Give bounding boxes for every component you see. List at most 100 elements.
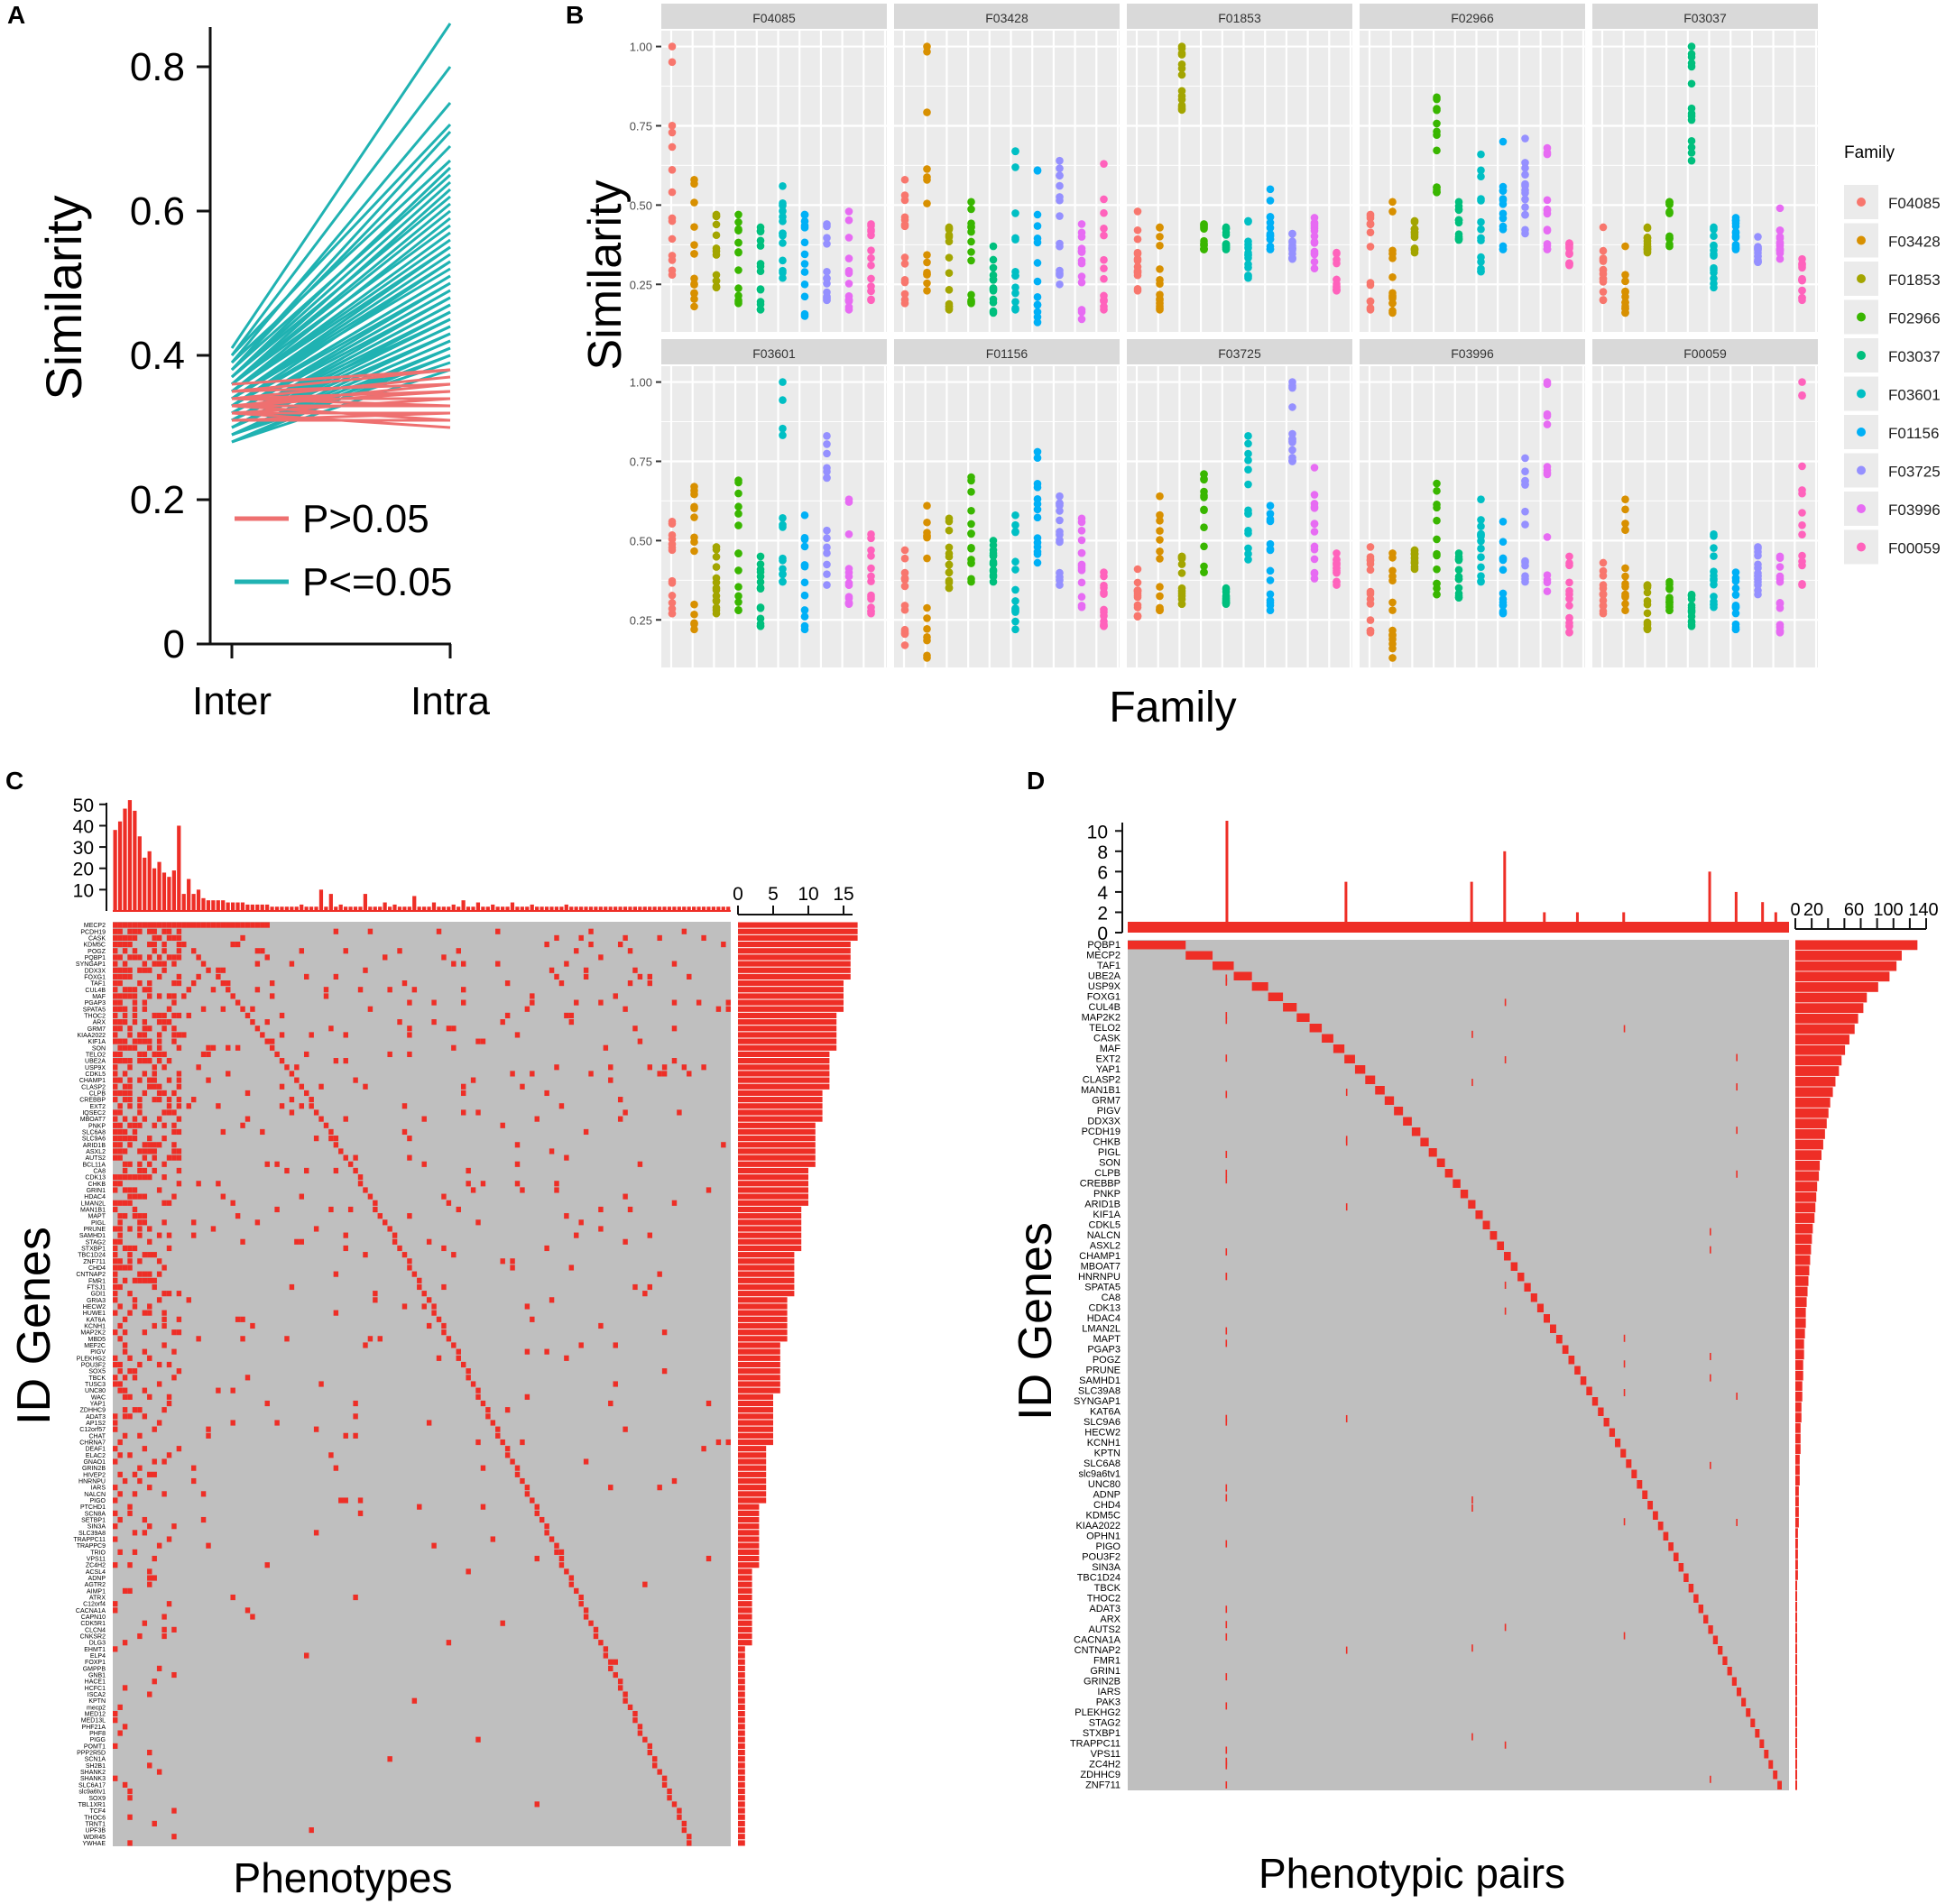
heatmap-cell [117,1387,123,1394]
side-bar [1795,1612,1797,1623]
heatmap-cell [504,1446,511,1452]
heatmap-cell [166,1452,172,1458]
heatmap-cell [657,1485,662,1491]
data-point [1133,225,1142,235]
data-point [867,261,875,270]
top-bar-tick-label: 2 [1097,903,1108,924]
gene-label: CLASP2 [1083,1075,1121,1086]
heatmap-cell [147,1148,152,1154]
heatmap-streak [1504,1741,1507,1749]
heatmap-cell [147,1355,152,1361]
data-point [668,517,677,526]
side-bar [1795,1748,1797,1759]
gene-label: SYNGAP1 [1074,1396,1121,1407]
heatmap-cell [147,1142,152,1148]
heatmap-cell [411,1697,418,1704]
heatmap-cell [407,1051,412,1058]
data-point [1643,581,1652,589]
top-bar [648,906,652,911]
heatmap-cell [171,1375,177,1381]
heatmap-cell [200,961,207,967]
heatmap-cell [244,922,251,928]
gene-label: TRAPPC11 [1070,1739,1121,1750]
heatmap-cell [190,1219,197,1226]
side-bar [738,1174,808,1181]
panel-d-label: D [1027,767,1045,795]
top-bar [328,894,333,911]
data-point [1288,229,1296,238]
data-point [1011,289,1019,298]
side-bar [738,1387,780,1394]
heatmap-cell [122,1724,128,1730]
top-bar [157,861,161,911]
top-bar [559,906,564,911]
heatmap-cell [117,922,123,928]
heatmap-cell [299,1238,305,1245]
data-point [1056,568,1064,577]
heatmap-cell [294,1064,300,1071]
heatmap-cell [504,1407,511,1413]
side-bar [738,1665,745,1671]
side-bar [738,1413,773,1420]
data-point [1244,439,1252,448]
data-point [900,641,909,649]
heatmap-cell [617,1097,623,1103]
data-point [800,542,809,551]
data-point [989,255,998,264]
top-bar [383,902,387,911]
heatmap-cell [142,967,148,973]
top-bar [147,851,152,911]
data-point [1100,274,1108,283]
gene-label: EXT2 [89,1104,106,1110]
heatmap-cell [608,1665,613,1671]
heatmap-cell [343,1032,348,1038]
data-point [734,266,742,274]
heatmap-cell [661,1071,668,1077]
data-point [1433,535,1441,544]
heatmap-cell [190,1477,197,1485]
gene-label: SLC6A17 [78,1782,106,1789]
legend-label: F03037 [1888,348,1941,365]
heatmap-cell [190,980,197,987]
heatmap-cell [578,1342,584,1348]
data-point [1433,549,1441,558]
heatmap-cell [137,1407,143,1413]
data-point [945,526,954,535]
heatmap-cell [161,1458,167,1465]
gene-label: SETBP1 [81,1518,106,1524]
data-point [1310,237,1319,246]
heatmap-cell [200,1491,207,1497]
heatmap-cell [343,1154,348,1161]
heatmap-cell [113,1154,118,1161]
data-point [923,651,931,660]
data-point [1244,272,1252,281]
data-point [690,302,698,311]
gene-label: POMT1 [84,1743,106,1750]
heatmap-cell [166,954,172,961]
heatmap-cell-block [1185,951,1213,960]
side-bar [1795,1569,1798,1580]
data-point [1710,567,1718,575]
data-point [923,501,931,510]
data-point [1100,225,1108,233]
similarity-line [230,159,452,364]
data-point [823,534,831,542]
heatmap-cell [113,1510,118,1516]
data-point [756,285,765,293]
heatmap-cell [161,961,167,967]
top-bar [318,889,324,911]
data-point [823,449,831,458]
data-point [690,295,698,303]
data-point [1222,231,1231,239]
heatmap-cell [142,1006,148,1012]
data-point [690,483,698,491]
heatmap-cell [171,1109,177,1116]
heatmap-cell [113,1252,118,1258]
facet-f02966: F02966 [1360,4,1585,332]
heatmap-cell-block [1524,1283,1531,1292]
heatmap-cell [147,1161,152,1167]
top-bar [618,906,623,911]
heatmap-cell [206,1051,211,1058]
heatmap-cell [230,1420,235,1426]
heatmap-cell [176,1446,182,1452]
